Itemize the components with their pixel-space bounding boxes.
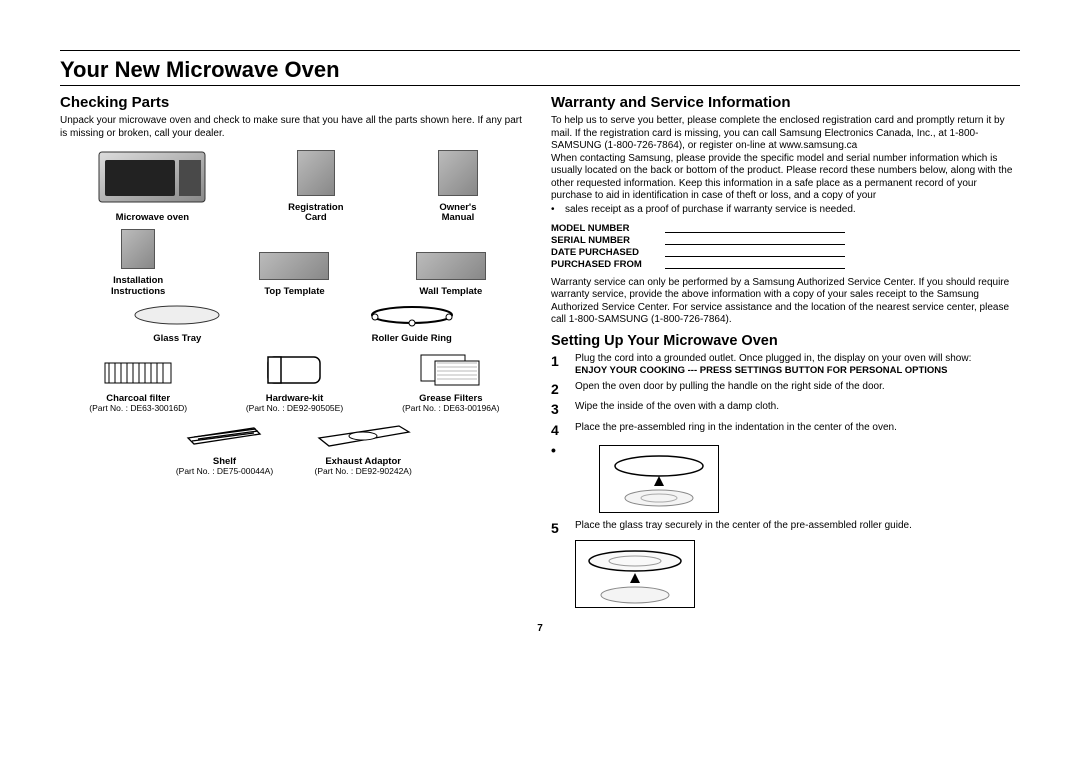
part-label: Glass Tray	[60, 334, 295, 344]
tray-diagram	[575, 540, 695, 608]
checking-parts-intro: Unpack your microwave oven and check to …	[60, 115, 529, 140]
two-columns: Checking Parts Unpack your microwave ove…	[60, 94, 1020, 611]
warranty-bullet: • sales receipt as a proof of purchase i…	[551, 204, 1020, 215]
part-number: (Part No. : DE63-00196A)	[373, 404, 529, 413]
part-number: (Part No. : DE75-00044A)	[176, 467, 273, 476]
ring-diagram	[599, 445, 719, 513]
warranty-text-2: When contacting Samsung, please provide …	[551, 153, 1020, 203]
serial-number-field: SERIAL NUMBER	[551, 235, 1020, 246]
rule-top	[60, 50, 1020, 51]
step-1-display-text: ENJOY YOUR COOKING --- PRESS SETTINGS BU…	[575, 365, 947, 376]
setup-heading: Setting Up Your Microwave Oven	[551, 333, 1020, 349]
install-instructions-icon	[121, 229, 155, 269]
rule-under-title	[60, 85, 1020, 86]
step-3: 3Wipe the inside of the oven with a damp…	[551, 401, 1020, 419]
part-label: Registration Card	[245, 203, 387, 224]
roller-ring-icon	[367, 303, 457, 332]
parts-grid: Microwave oven Registration Card Owner's…	[60, 148, 529, 476]
warranty-text-3: Warranty service can only be performed b…	[551, 277, 1020, 327]
part-label: Microwave oven	[60, 213, 245, 223]
part-number: (Part No. : DE92-90505E)	[216, 404, 372, 413]
part-label: Roller Guide Ring	[295, 334, 530, 344]
purchased-from-field: PURCHASED FROM	[551, 259, 1020, 270]
registration-card-icon	[297, 150, 335, 196]
step-4: 4Place the pre-assembled ring in the ind…	[551, 422, 1020, 440]
model-number-field: MODEL NUMBER	[551, 223, 1020, 234]
part-label: Installation Instructions	[60, 276, 216, 297]
part-number: (Part No. : DE92-90242A)	[313, 467, 413, 476]
step-4-bullet: •	[551, 442, 1020, 517]
hardware-kit-icon	[264, 351, 324, 392]
microwave-icon	[97, 148, 207, 211]
owners-manual-icon	[438, 150, 478, 196]
charcoal-filter-icon	[103, 359, 173, 392]
checking-parts-heading: Checking Parts	[60, 94, 529, 111]
step-5: 5Place the glass tray securely in the ce…	[551, 520, 1020, 538]
grease-filters-icon	[419, 351, 483, 392]
warranty-heading: Warranty and Service Information	[551, 94, 1020, 111]
part-label: Owner's Manual	[387, 203, 529, 224]
warranty-bullet-text: sales receipt as a proof of purchase if …	[565, 204, 856, 215]
part-label: Top Template	[216, 287, 372, 297]
setup-steps: 1 Plug the cord into a grounded outlet. …	[551, 353, 1020, 538]
glass-tray-icon	[132, 303, 222, 332]
page-number: 7	[60, 623, 1020, 634]
part-number: (Part No. : DE63-30016D)	[60, 404, 216, 413]
top-template-icon	[259, 252, 329, 280]
manual-page: Your New Microwave Oven Checking Parts U…	[0, 0, 1080, 654]
step-2: 2Open the oven door by pulling the handl…	[551, 381, 1020, 399]
date-purchased-field: DATE PURCHASED	[551, 247, 1020, 258]
right-column: Warranty and Service Information To help…	[551, 94, 1020, 611]
exhaust-adaptor-icon	[313, 420, 413, 455]
step-1: 1 Plug the cord into a grounded outlet. …	[551, 353, 1020, 378]
wall-template-icon	[416, 252, 486, 280]
shelf-icon	[184, 420, 264, 455]
left-column: Checking Parts Unpack your microwave ove…	[60, 94, 529, 611]
warranty-text-1: To help us to serve you better, please c…	[551, 115, 1020, 153]
page-title: Your New Microwave Oven	[60, 57, 1020, 83]
part-label: Wall Template	[373, 287, 529, 297]
